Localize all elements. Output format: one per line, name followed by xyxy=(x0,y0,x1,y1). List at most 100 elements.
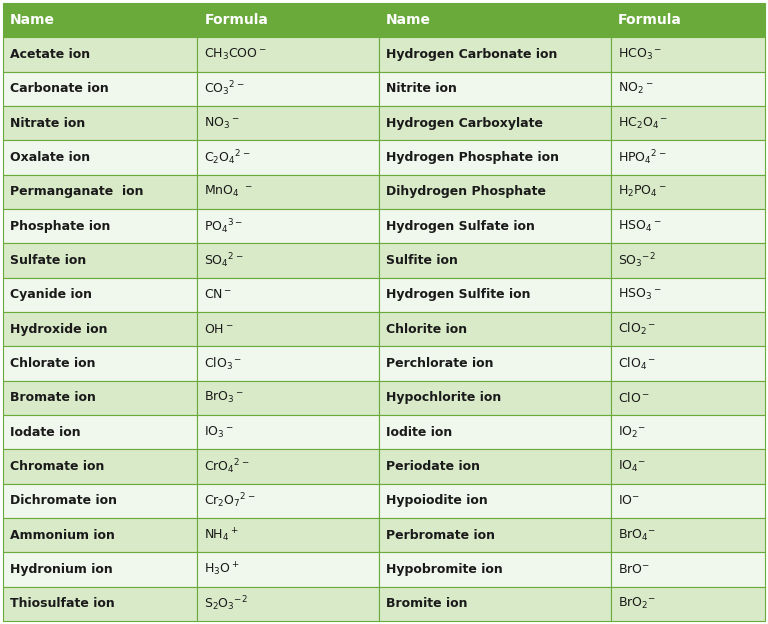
Bar xyxy=(197,312,379,346)
Text: Cr$_2$O$_7$$^{2-}$: Cr$_2$O$_7$$^{2-}$ xyxy=(204,492,256,510)
Text: HPO$_4$$^{2-}$: HPO$_4$$^{2-}$ xyxy=(618,148,667,167)
Bar xyxy=(379,346,611,381)
Bar xyxy=(379,72,611,106)
Bar xyxy=(3,587,197,621)
Text: CrO$_4$$^{2-}$: CrO$_4$$^{2-}$ xyxy=(204,457,250,476)
Text: Hydroxide ion: Hydroxide ion xyxy=(10,323,108,336)
Bar xyxy=(379,552,611,587)
Bar xyxy=(197,415,379,449)
Text: IO$_3$$^-$: IO$_3$$^-$ xyxy=(204,424,234,440)
Text: BrO$_4$$^{-}$: BrO$_4$$^{-}$ xyxy=(618,528,656,543)
Text: Nitrate ion: Nitrate ion xyxy=(10,117,85,130)
Bar xyxy=(197,140,379,175)
Text: Perchlorate ion: Perchlorate ion xyxy=(386,357,493,370)
Text: ClO$_3$$^-$: ClO$_3$$^-$ xyxy=(204,356,243,371)
Text: Chlorate ion: Chlorate ion xyxy=(10,357,95,370)
Bar xyxy=(379,484,611,518)
Bar xyxy=(197,175,379,209)
Text: CH$_3$COO$^-$: CH$_3$COO$^-$ xyxy=(204,47,267,62)
Text: Name: Name xyxy=(10,13,55,27)
Bar xyxy=(197,278,379,312)
Text: Iodate ion: Iodate ion xyxy=(10,426,81,439)
Bar xyxy=(379,415,611,449)
Bar xyxy=(379,449,611,484)
Bar xyxy=(3,415,197,449)
Text: Chlorite ion: Chlorite ion xyxy=(386,323,467,336)
Text: Thiosulfate ion: Thiosulfate ion xyxy=(10,597,114,610)
Bar xyxy=(611,449,765,484)
Bar xyxy=(611,278,765,312)
Text: Hydronium ion: Hydronium ion xyxy=(10,563,113,576)
Text: ClO$^-$: ClO$^-$ xyxy=(618,391,650,405)
Bar xyxy=(379,140,611,175)
Bar xyxy=(197,381,379,415)
Bar xyxy=(3,72,197,106)
Bar xyxy=(611,243,765,278)
Text: Name: Name xyxy=(386,13,431,27)
Text: Iodite ion: Iodite ion xyxy=(386,426,452,439)
Bar xyxy=(3,175,197,209)
Text: IO$_2$$^{-}$: IO$_2$$^{-}$ xyxy=(618,424,646,440)
Text: NO$_2$$^-$: NO$_2$$^-$ xyxy=(618,81,654,96)
Text: Formula: Formula xyxy=(618,13,682,27)
Bar xyxy=(197,449,379,484)
Text: BrO$_2$$^{-}$: BrO$_2$$^{-}$ xyxy=(618,597,656,612)
Bar xyxy=(379,312,611,346)
Bar xyxy=(611,140,765,175)
Bar xyxy=(3,552,197,587)
Bar xyxy=(197,484,379,518)
Text: Bromite ion: Bromite ion xyxy=(386,597,467,610)
Bar xyxy=(3,381,197,415)
Text: ClO$_4$$^-$: ClO$_4$$^-$ xyxy=(618,356,657,371)
Text: NO$_3$$^-$: NO$_3$$^-$ xyxy=(204,115,240,130)
Text: Perbromate ion: Perbromate ion xyxy=(386,529,495,542)
Bar xyxy=(379,518,611,552)
Text: HCO$_3$$^-$: HCO$_3$$^-$ xyxy=(618,47,662,62)
Text: Hypochlorite ion: Hypochlorite ion xyxy=(386,391,501,404)
Text: HSO$_4$$^-$: HSO$_4$$^-$ xyxy=(618,218,661,234)
Text: Hypobromite ion: Hypobromite ion xyxy=(386,563,502,576)
Bar xyxy=(379,37,611,72)
Text: C$_2$O$_4$$^{2-}$: C$_2$O$_4$$^{2-}$ xyxy=(204,148,250,167)
Bar xyxy=(611,381,765,415)
Text: ClO$_2$$^-$: ClO$_2$$^-$ xyxy=(618,321,657,337)
Text: SO$_4$$^{2-}$: SO$_4$$^{2-}$ xyxy=(204,251,244,270)
Bar xyxy=(611,106,765,140)
Text: NH$_4$$^+$: NH$_4$$^+$ xyxy=(204,527,239,544)
Text: Acetate ion: Acetate ion xyxy=(10,48,90,61)
Text: Hypoiodite ion: Hypoiodite ion xyxy=(386,494,488,507)
Bar xyxy=(3,484,197,518)
Bar xyxy=(3,3,197,37)
Bar xyxy=(379,106,611,140)
Bar xyxy=(197,552,379,587)
Bar xyxy=(3,106,197,140)
Bar xyxy=(3,140,197,175)
Bar xyxy=(379,243,611,278)
Text: BrO$_3$$^-$: BrO$_3$$^-$ xyxy=(204,390,244,406)
Text: OH$^-$: OH$^-$ xyxy=(204,323,233,336)
Bar xyxy=(197,518,379,552)
Bar xyxy=(197,72,379,106)
Text: HSO$_3$$^-$: HSO$_3$$^-$ xyxy=(618,287,661,303)
Bar xyxy=(197,106,379,140)
Bar xyxy=(3,518,197,552)
Bar xyxy=(197,209,379,243)
Text: CO$_3$$^{2-}$: CO$_3$$^{2-}$ xyxy=(204,79,245,98)
Text: BrO$^{-}$: BrO$^{-}$ xyxy=(618,563,650,576)
Text: Hydrogen Carboxylate: Hydrogen Carboxylate xyxy=(386,117,543,130)
Text: Permanganate  ion: Permanganate ion xyxy=(10,185,144,198)
Text: IO$_4$$^{-}$: IO$_4$$^{-}$ xyxy=(618,459,646,474)
Bar xyxy=(611,3,765,37)
Bar xyxy=(197,243,379,278)
Text: S$_2$O$_3$$^{-2}$: S$_2$O$_3$$^{-2}$ xyxy=(204,595,248,613)
Bar xyxy=(611,587,765,621)
Text: Hydrogen Sulfite ion: Hydrogen Sulfite ion xyxy=(386,288,530,301)
Text: Hydrogen Carbonate ion: Hydrogen Carbonate ion xyxy=(386,48,557,61)
Bar xyxy=(611,415,765,449)
Text: Ammonium ion: Ammonium ion xyxy=(10,529,115,542)
Text: Periodate ion: Periodate ion xyxy=(386,460,480,473)
Text: Hydrogen Phosphate ion: Hydrogen Phosphate ion xyxy=(386,151,558,164)
Text: Oxalate ion: Oxalate ion xyxy=(10,151,90,164)
Bar xyxy=(3,37,197,72)
Text: Nitrite ion: Nitrite ion xyxy=(386,82,456,95)
